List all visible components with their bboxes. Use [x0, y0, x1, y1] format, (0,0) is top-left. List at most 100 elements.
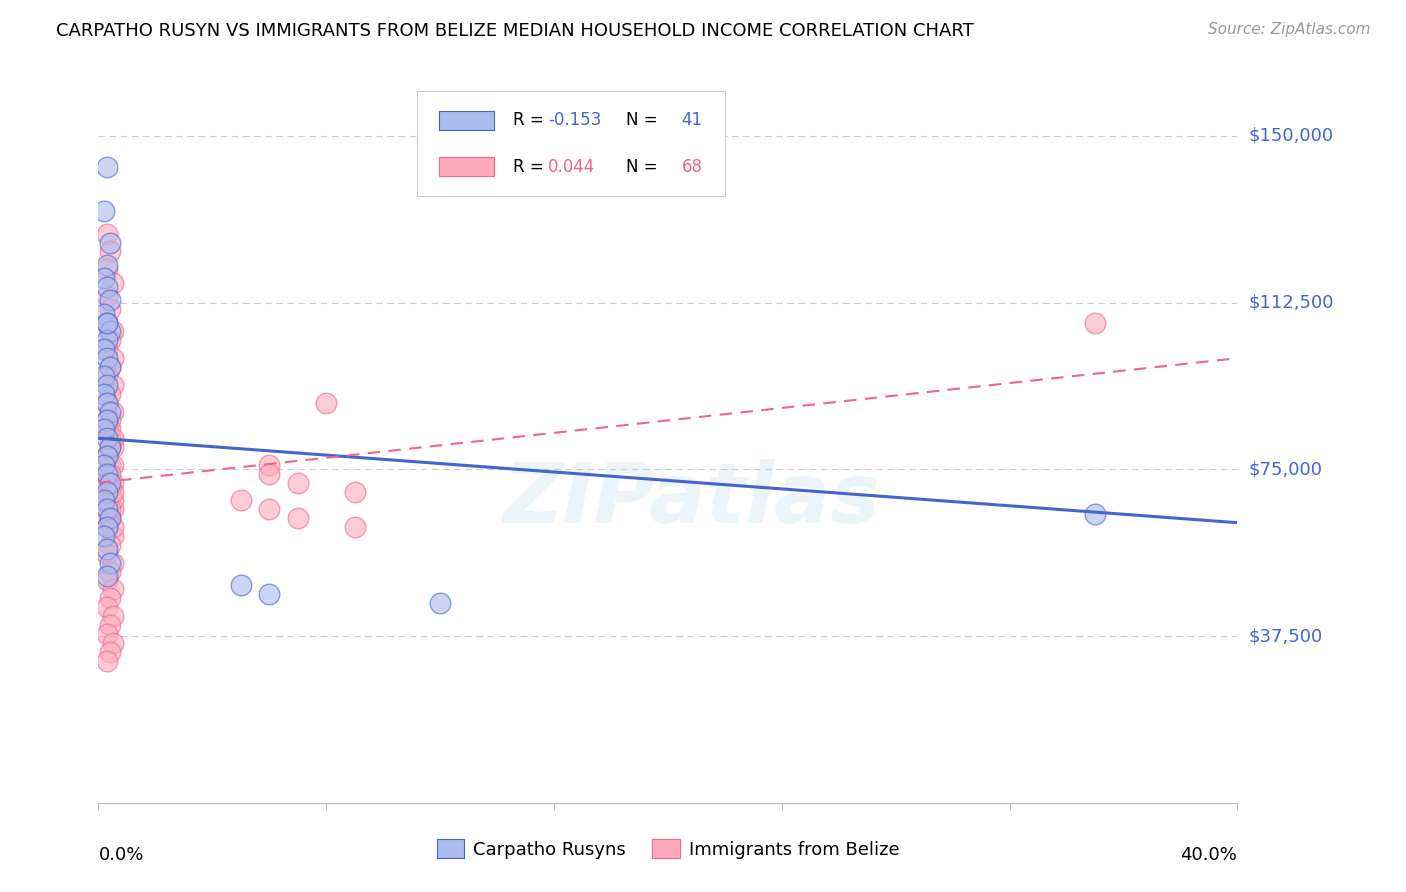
- Point: [98, 484, 121, 499]
- Point: [96, 343, 118, 357]
- Point: [101, 351, 124, 366]
- Point: [98, 302, 121, 317]
- Point: [93, 493, 115, 508]
- Point: [96, 395, 118, 409]
- Point: [98, 235, 121, 250]
- Point: [96, 574, 118, 588]
- Point: [96, 569, 118, 583]
- Text: $75,000: $75,000: [1249, 460, 1323, 478]
- Point: [93, 368, 115, 383]
- Point: [96, 520, 118, 534]
- Point: [96, 467, 118, 481]
- Point: [98, 360, 121, 375]
- Point: [98, 467, 121, 481]
- Point: [101, 493, 124, 508]
- Point: [287, 511, 309, 525]
- Point: [96, 475, 118, 490]
- Point: [93, 386, 115, 401]
- Point: [96, 413, 118, 427]
- Point: [96, 600, 118, 615]
- Point: [93, 458, 115, 472]
- Point: [96, 316, 118, 330]
- Point: [96, 467, 118, 481]
- Point: [96, 422, 118, 436]
- Point: [101, 431, 124, 445]
- Point: [98, 645, 121, 659]
- Point: [101, 582, 124, 597]
- Point: [98, 325, 121, 339]
- Point: [1084, 316, 1107, 330]
- Point: [93, 529, 115, 543]
- Point: [98, 244, 121, 259]
- Point: [96, 258, 118, 272]
- Point: [96, 449, 118, 463]
- Point: [96, 160, 118, 174]
- Point: [98, 556, 121, 570]
- Point: [96, 520, 118, 534]
- Point: [96, 431, 118, 445]
- Text: 0.0%: 0.0%: [98, 847, 143, 864]
- Point: [98, 360, 121, 375]
- Point: [96, 627, 118, 641]
- Point: [96, 395, 118, 409]
- Point: [98, 293, 121, 308]
- Point: [98, 334, 121, 348]
- Point: [101, 484, 124, 499]
- Legend: Carpatho Rusyns, Immigrants from Belize: Carpatho Rusyns, Immigrants from Belize: [429, 832, 907, 866]
- Point: [96, 542, 118, 557]
- Point: [1084, 507, 1107, 521]
- Point: [96, 262, 118, 277]
- Point: [96, 413, 118, 427]
- Point: [93, 204, 115, 219]
- Point: [101, 636, 124, 650]
- Point: [96, 493, 118, 508]
- Text: $37,500: $37,500: [1249, 627, 1323, 645]
- Point: [98, 591, 121, 606]
- Point: [98, 475, 121, 490]
- Point: [98, 440, 121, 454]
- Point: [101, 475, 124, 490]
- Point: [259, 502, 281, 516]
- Point: [229, 493, 252, 508]
- Point: [93, 422, 115, 436]
- Text: ZIPatlas: ZIPatlas: [502, 458, 880, 540]
- Point: [101, 502, 124, 516]
- Point: [315, 395, 337, 409]
- Point: [96, 547, 118, 561]
- Point: [101, 377, 124, 392]
- Point: [98, 618, 121, 632]
- Point: [96, 316, 118, 330]
- Point: [96, 368, 118, 383]
- Point: [259, 458, 281, 472]
- Text: Source: ZipAtlas.com: Source: ZipAtlas.com: [1208, 22, 1371, 37]
- Point: [96, 653, 118, 667]
- Point: [98, 538, 121, 552]
- Point: [96, 484, 118, 499]
- Point: [98, 431, 121, 445]
- Point: [259, 467, 281, 481]
- Point: [98, 458, 121, 472]
- Point: [93, 271, 115, 285]
- Point: [98, 511, 121, 525]
- Point: [429, 596, 451, 610]
- Point: [96, 449, 118, 463]
- Text: $150,000: $150,000: [1249, 127, 1333, 145]
- Point: [96, 227, 118, 241]
- Point: [343, 520, 366, 534]
- Point: [101, 609, 124, 624]
- Point: [98, 565, 121, 579]
- Point: [98, 413, 121, 427]
- Point: [101, 325, 124, 339]
- Point: [101, 458, 124, 472]
- Point: [93, 343, 115, 357]
- Point: [96, 449, 118, 463]
- Point: [98, 422, 121, 436]
- Text: CARPATHO RUSYN VS IMMIGRANTS FROM BELIZE MEDIAN HOUSEHOLD INCOME CORRELATION CHA: CARPATHO RUSYN VS IMMIGRANTS FROM BELIZE…: [56, 22, 974, 40]
- Point: [343, 484, 366, 499]
- Point: [98, 511, 121, 525]
- Text: $112,500: $112,500: [1249, 293, 1334, 311]
- Point: [101, 404, 124, 418]
- Point: [101, 520, 124, 534]
- Point: [287, 475, 309, 490]
- Point: [96, 511, 118, 525]
